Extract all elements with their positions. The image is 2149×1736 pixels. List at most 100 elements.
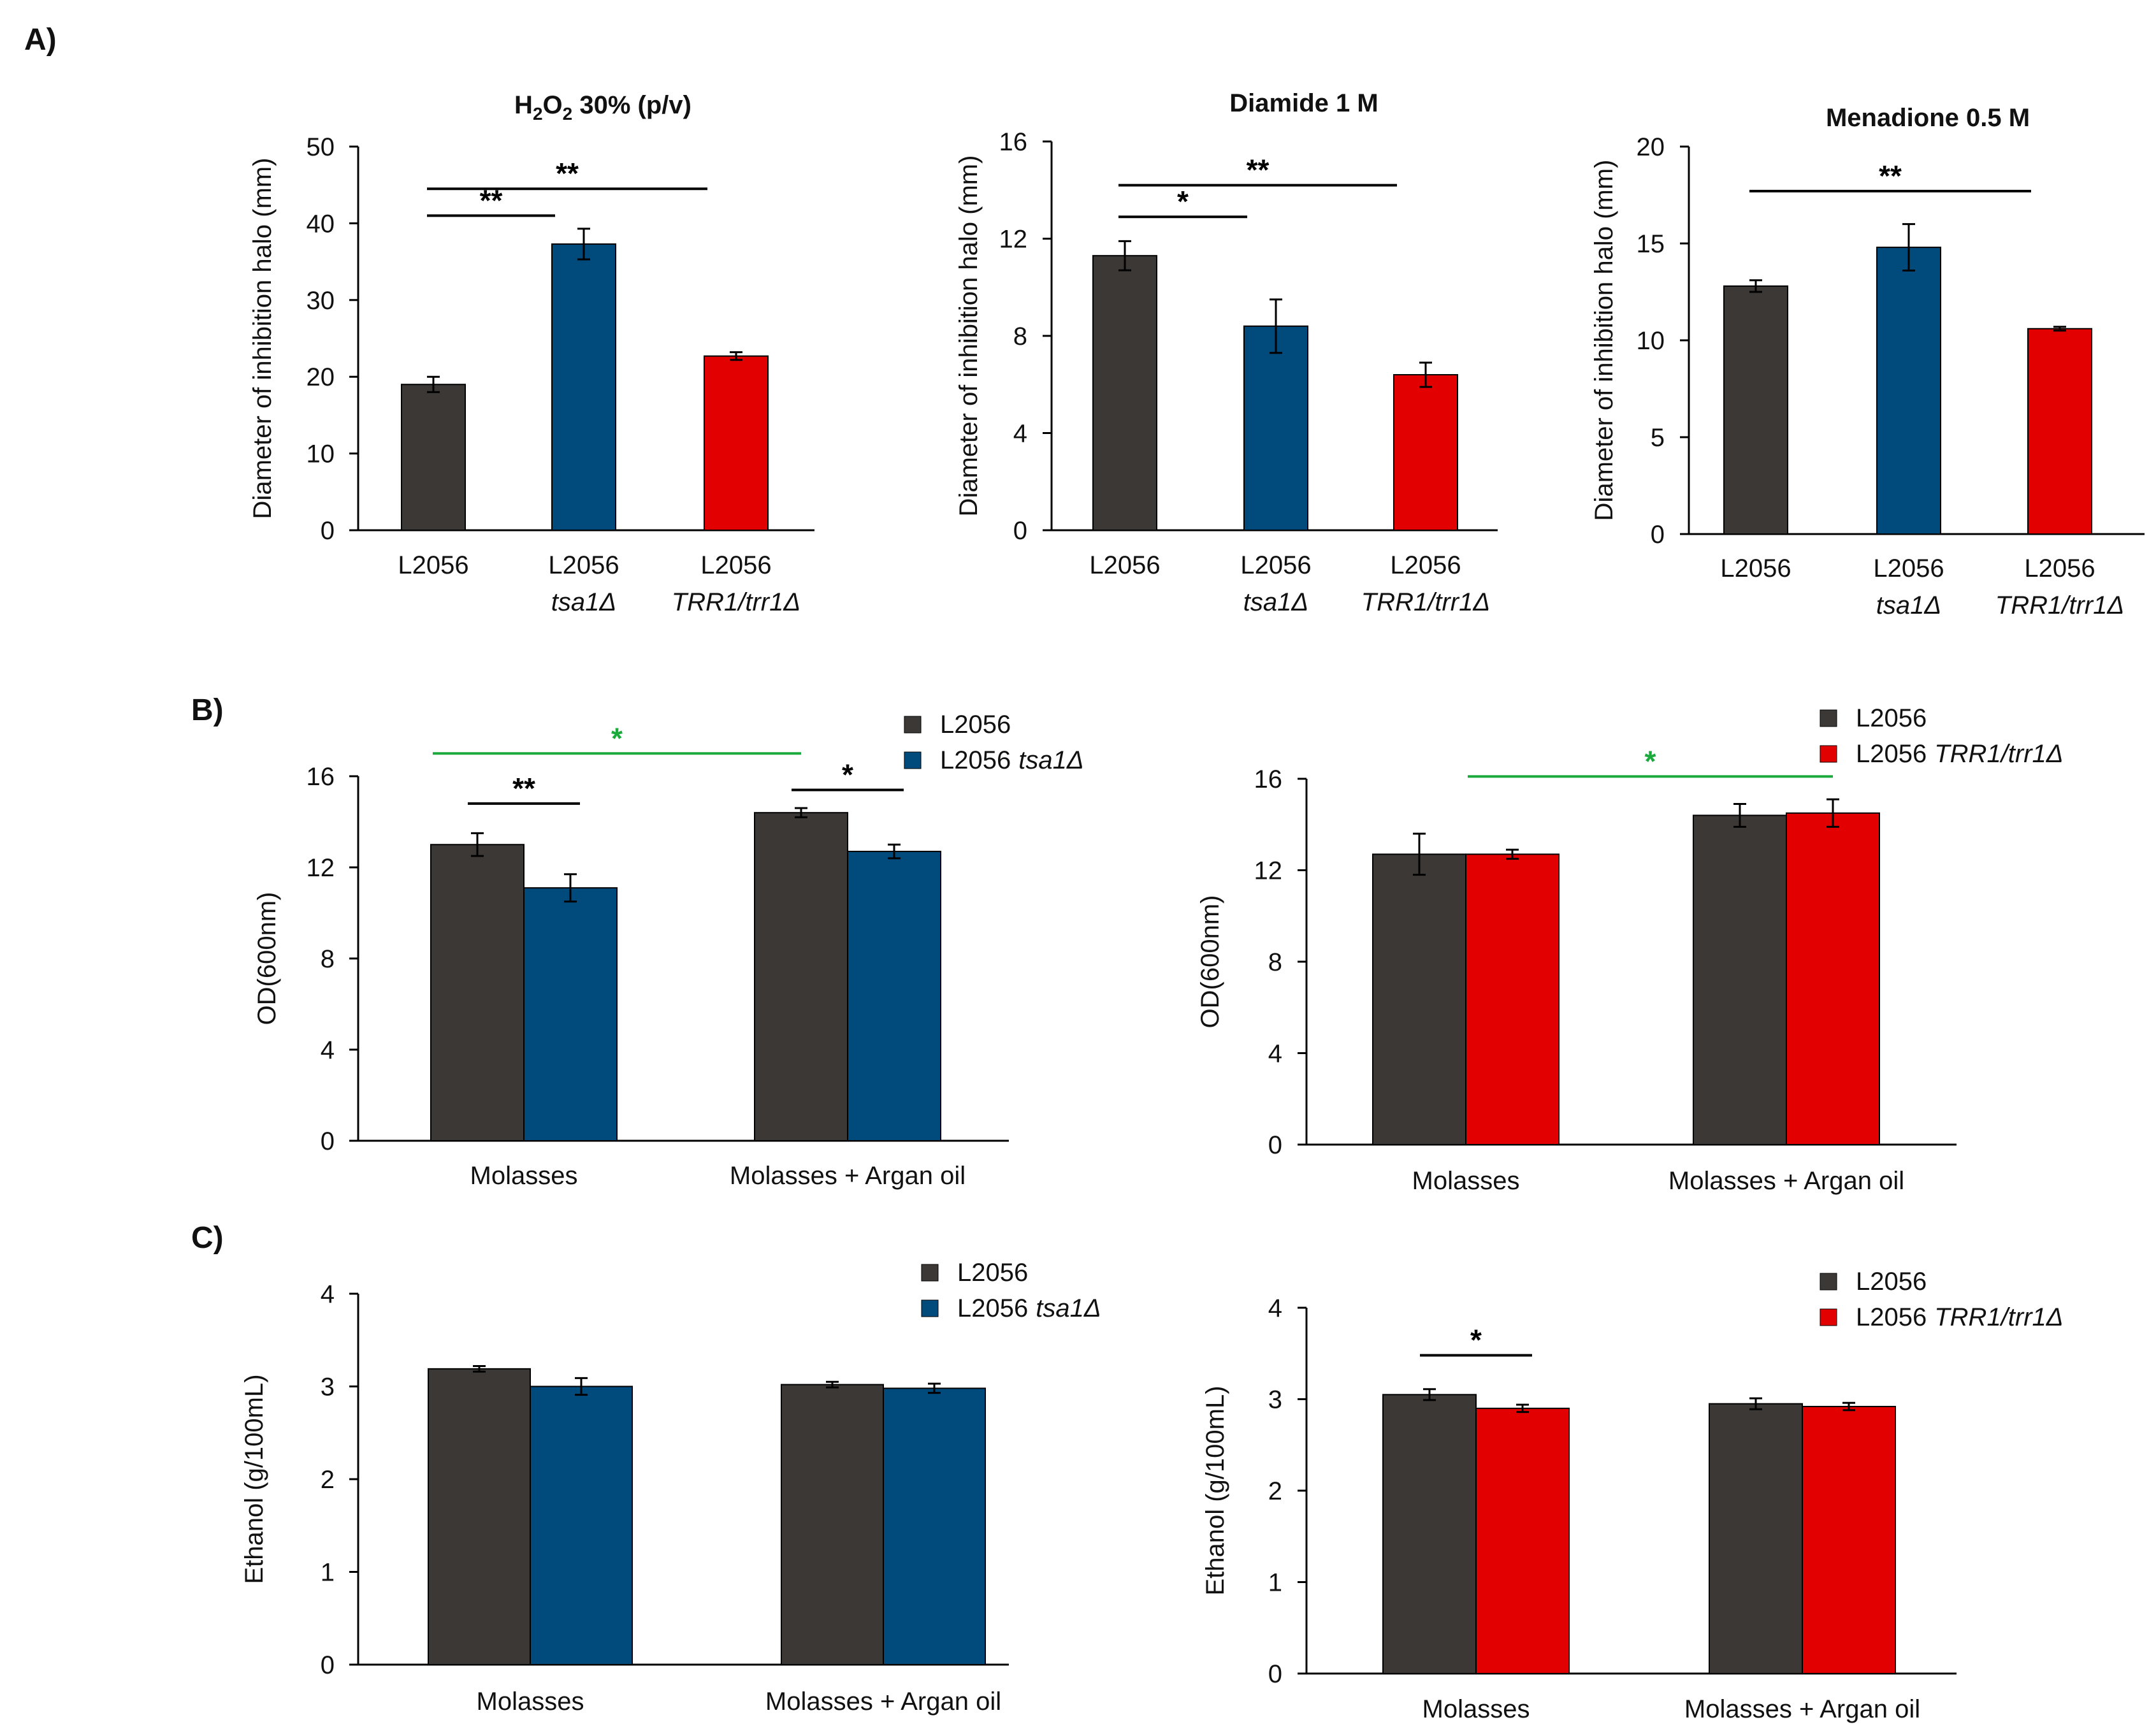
ethanol_trr1-legend-label-strain: L2056 xyxy=(1856,1303,1927,1331)
ethanol_tsa1-bar xyxy=(883,1387,986,1665)
panel-label-c: C) xyxy=(191,1221,224,1255)
diamide-category-label: L2056 xyxy=(1240,551,1311,579)
h2o2-y-tick-label: 20 xyxy=(307,363,335,391)
od_tsa1-category-label: Molasses xyxy=(470,1162,578,1190)
ethanol_trr1-y-tick-label: 1 xyxy=(1268,1569,1282,1597)
ethanol_tsa1-legend-label-genotype: tsa1Δ xyxy=(1036,1294,1101,1322)
h2o2-y-tick-label: 50 xyxy=(307,133,335,161)
ethanol_trr1-legend-label-genotype: TRR1/trr1Δ xyxy=(1934,1303,2063,1331)
od_tsa1-legend-label-strain: L2056 xyxy=(940,711,1011,739)
ethanol_tsa1-y-tick-label: 2 xyxy=(321,1466,335,1494)
h2o2-title: H2O2 30% (p/v) xyxy=(514,91,691,124)
h2o2-category-label: L2056 xyxy=(548,551,619,579)
menadione-category-label-italic: tsa1Δ xyxy=(1876,591,1941,619)
od_trr1-significance-label: * xyxy=(1645,744,1656,778)
od_trr1-category-label: Molasses + Argan oil xyxy=(1668,1167,1904,1195)
ethanol_trr1-y-tick-label: 0 xyxy=(1268,1660,1282,1688)
od_tsa1-y-tick-label: 8 xyxy=(321,945,335,973)
od_tsa1-y-tick-label: 12 xyxy=(307,854,335,882)
ethanol_tsa1-category-label: Molasses + Argan oil xyxy=(765,1688,1001,1716)
ethanol_tsa1-y-tick-label: 1 xyxy=(321,1559,335,1587)
od_tsa1-bar xyxy=(847,850,941,1141)
ethanol_trr1-significance-label: * xyxy=(1470,1324,1482,1357)
panel-label-a: A) xyxy=(24,23,57,57)
ethanol_tsa1-legend-label: L2056 tsa1Δ xyxy=(957,1294,1101,1322)
od_tsa1-legend-label-genotype: tsa1Δ xyxy=(1018,746,1083,774)
menadione-bar xyxy=(1723,285,1788,535)
h2o2-title-part: O xyxy=(543,91,563,119)
od_trr1-y-axis-label: OD(600nm) xyxy=(1196,895,1224,1029)
menadione-category-label: L2056 xyxy=(2024,554,2095,582)
diamide-bar xyxy=(1243,325,1308,531)
od_tsa1-legend-label: L2056 tsa1Δ xyxy=(940,746,1084,774)
od_tsa1-bar xyxy=(523,887,618,1142)
menadione-y-axis-label: Diameter of inhibition halo (mm) xyxy=(1590,160,1618,521)
diamide-bar xyxy=(1092,255,1157,531)
od_trr1-bar xyxy=(1465,853,1559,1145)
ethanol_trr1-legend-label: L2056 xyxy=(1856,1268,1927,1296)
ethanol_tsa1-y-tick-label: 3 xyxy=(321,1373,335,1401)
ethanol_tsa1-bar xyxy=(530,1385,633,1665)
od_tsa1-legend-swatch xyxy=(904,751,922,769)
menadione-y-tick-label: 10 xyxy=(1637,327,1665,355)
od_tsa1-y-tick-label: 4 xyxy=(321,1036,335,1064)
od_trr1-legend-label-genotype: TRR1/trr1Δ xyxy=(1934,740,2063,768)
od_tsa1-category-label: Molasses + Argan oil xyxy=(730,1162,966,1190)
ethanol_trr1-legend-label-strain: L2056 xyxy=(1856,1268,1927,1296)
od_trr1-category-label: Molasses xyxy=(1412,1167,1520,1195)
ethanol_tsa1-y-tick-label: 0 xyxy=(321,1651,335,1679)
od_trr1-legend-label: L2056 xyxy=(1856,704,1927,732)
menadione-y-tick-label: 15 xyxy=(1637,230,1665,258)
menadione-significance-label: ** xyxy=(1879,159,1902,192)
h2o2-y-tick-label: 30 xyxy=(307,287,335,315)
ethanol_tsa1-bar xyxy=(781,1384,884,1666)
diamide-significance-label: * xyxy=(1177,185,1189,218)
diamide-significance-label: ** xyxy=(1247,154,1270,187)
menadione-title: Menadione 0.5 M xyxy=(1826,104,2030,132)
ethanol_trr1-category-label: Molasses xyxy=(1422,1695,1530,1723)
ethanol_trr1-y-axis-label: Ethanol (g/100mL) xyxy=(1201,1385,1229,1595)
chart-ethanol_tsa1: 0 1 2 3 4 Ethanol (g/100mL) L2056 L2056 tsa1Δ Mol… xyxy=(240,1259,1101,1716)
ethanol_trr1-legend-swatch xyxy=(1820,1273,1837,1291)
diamide-y-axis-label: Diameter of inhibition halo (mm) xyxy=(955,156,983,517)
h2o2-bar xyxy=(704,355,769,532)
ethanol_tsa1-y-axis-label: Ethanol (g/100mL) xyxy=(240,1374,268,1584)
od_trr1-y-tick-label: 12 xyxy=(1254,857,1283,885)
ethanol_trr1-bar xyxy=(1709,1403,1803,1675)
od_trr1-legend-label-strain: L2056 xyxy=(1856,740,1927,768)
ethanol_tsa1-category-label: Molasses xyxy=(477,1688,584,1716)
diamide-y-tick-label: 4 xyxy=(1013,420,1027,448)
h2o2-y-tick-label: 0 xyxy=(321,517,335,545)
h2o2-bar xyxy=(551,243,616,531)
h2o2-category-label-italic: TRR1/trr1Δ xyxy=(672,588,800,616)
od_tsa1-bar xyxy=(430,844,525,1141)
od_trr1-y-tick-label: 4 xyxy=(1268,1040,1282,1068)
h2o2-category-label-italic: tsa1Δ xyxy=(551,588,616,616)
od_trr1-legend-swatch xyxy=(1820,745,1837,763)
od_tsa1-y-tick-label: 16 xyxy=(307,763,335,791)
diamide-title: Diamide 1 M xyxy=(1229,89,1378,117)
h2o2-title-part: 30% (p/v) xyxy=(572,91,691,119)
od_tsa1-legend-swatch xyxy=(904,716,922,734)
diamide-category-label: L2056 xyxy=(1089,551,1160,579)
diamide-category-label-italic: TRR1/trr1Δ xyxy=(1361,588,1490,616)
diamide-y-tick-label: 16 xyxy=(999,128,1028,156)
panel-label-b: B) xyxy=(191,693,224,727)
od_trr1-y-tick-label: 8 xyxy=(1268,948,1282,976)
ethanol_trr1-category-label: Molasses + Argan oil xyxy=(1684,1695,1920,1723)
od_trr1-legend-label-strain: L2056 xyxy=(1856,704,1927,732)
od_tsa1-legend-label-strain: L2056 xyxy=(940,746,1011,774)
ethanol_tsa1-y-tick-label: 4 xyxy=(321,1280,335,1308)
diamide-category-label: L2056 xyxy=(1390,551,1461,579)
h2o2-title-part: H xyxy=(514,91,533,119)
od_trr1-legend-label: L2056 TRR1/trr1Δ xyxy=(1856,740,2064,768)
od_trr1-bar xyxy=(1693,814,1787,1145)
od_tsa1-y-axis-label: OD(600nm) xyxy=(253,892,281,1025)
od_tsa1-significance-label: * xyxy=(842,758,853,791)
menadione-y-tick-label: 20 xyxy=(1637,133,1665,161)
diamide-y-tick-label: 0 xyxy=(1013,517,1027,545)
menadione-category-label-italic: TRR1/trr1Δ xyxy=(1995,591,2124,619)
ethanol_trr1-y-tick-label: 4 xyxy=(1268,1294,1282,1322)
